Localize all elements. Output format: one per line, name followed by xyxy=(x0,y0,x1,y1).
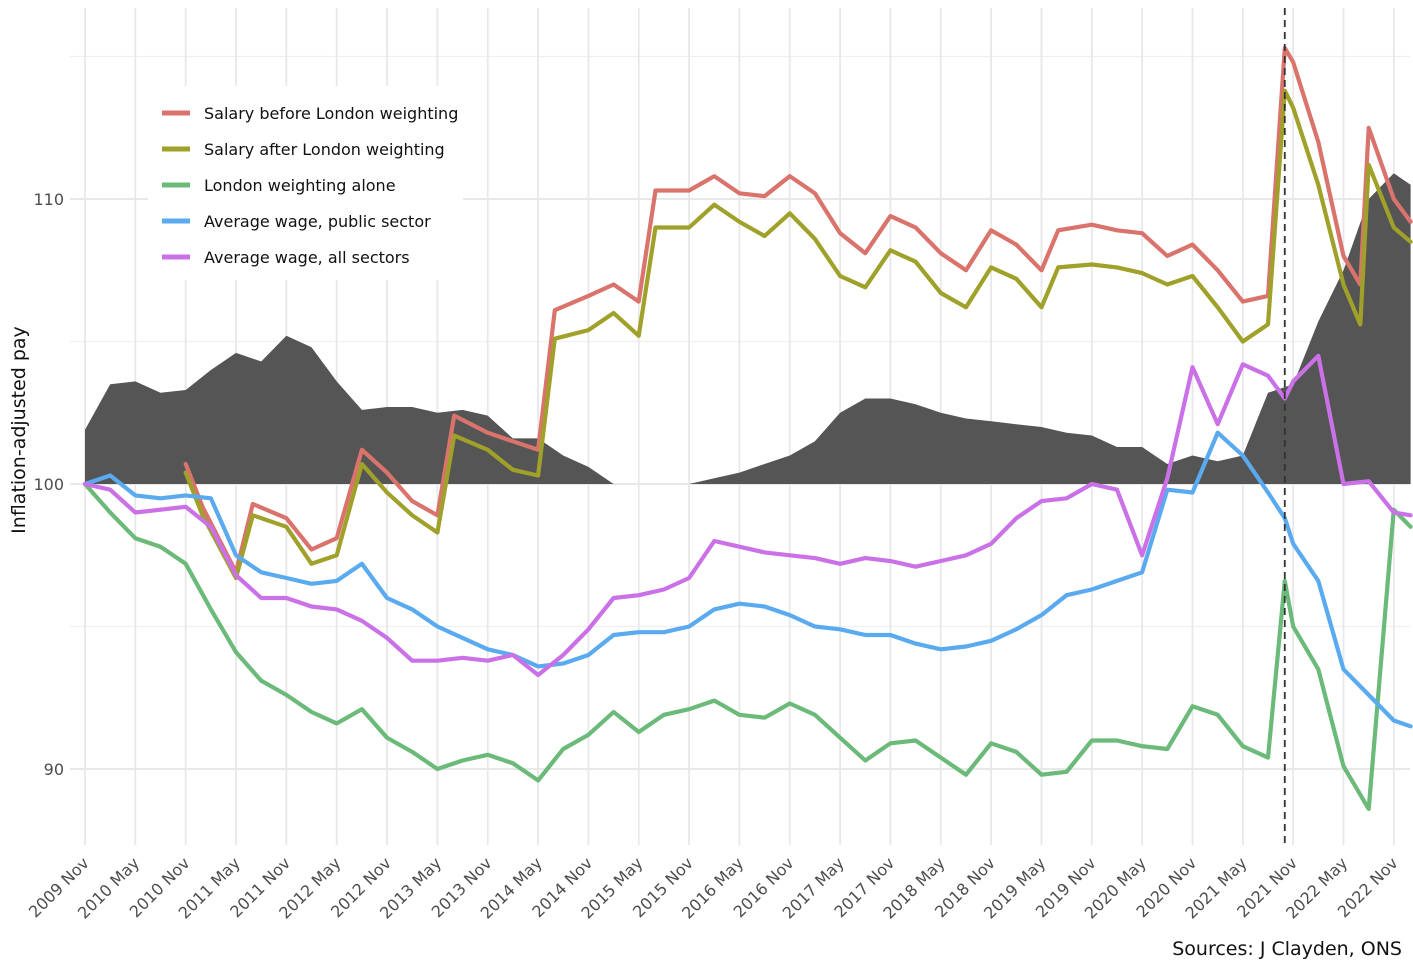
y-tick-label: 110 xyxy=(33,190,64,209)
legend-label: London weighting alone xyxy=(204,176,396,195)
y-axis-title: Inflation-adjusted pay xyxy=(8,326,30,534)
difference-area-layer xyxy=(85,173,1411,485)
legend-label: Salary before London weighting xyxy=(204,104,458,123)
series-line-1 xyxy=(183,45,1413,575)
legend-label: Average wage, all sectors xyxy=(204,248,410,267)
series-line-5 xyxy=(82,353,1413,678)
legend-label: Salary after London weighting xyxy=(204,140,445,159)
series-line-2 xyxy=(183,88,1413,581)
legend: Salary before London weighting Salary aft… xyxy=(148,86,463,280)
series-line-4 xyxy=(82,430,1413,729)
series-line-3 xyxy=(82,481,1413,811)
y-tick-labels: 90 100 110 xyxy=(33,190,64,779)
difference-area xyxy=(85,173,1411,485)
legend-label: Average wage, public sector xyxy=(204,212,431,231)
y-tick-label: 90 xyxy=(44,760,64,779)
y-tick-label: 100 xyxy=(33,475,64,494)
series-lines-layer xyxy=(82,45,1413,811)
legend-background xyxy=(148,86,463,280)
caption-text: Sources: J Clayden, ONS xyxy=(1172,938,1402,960)
